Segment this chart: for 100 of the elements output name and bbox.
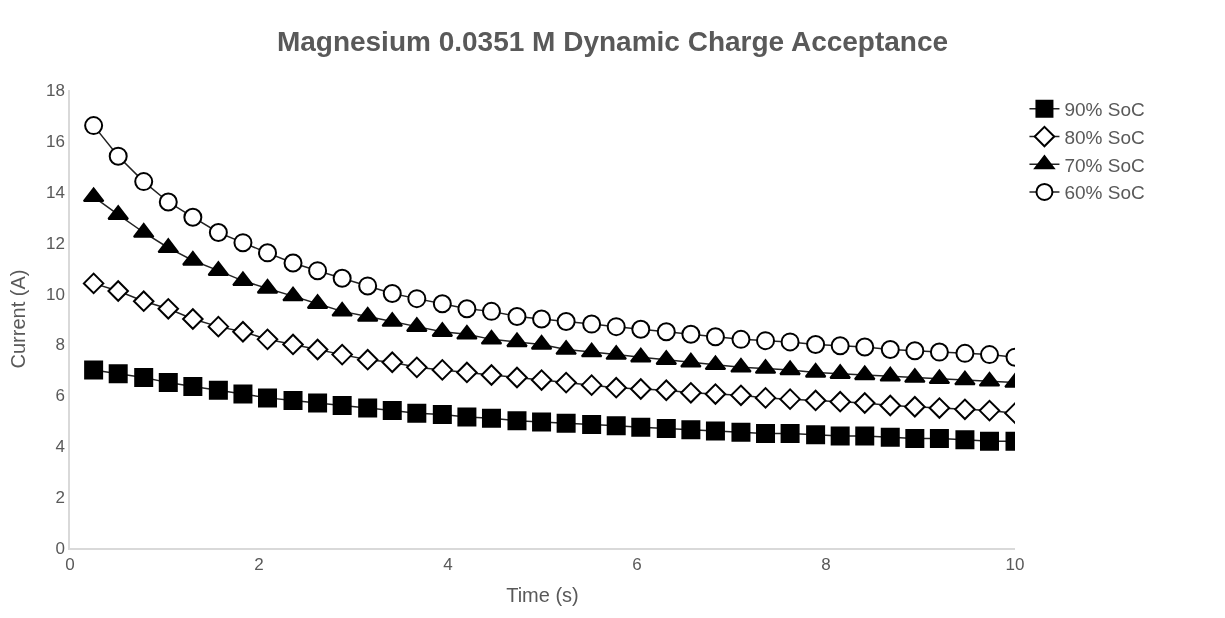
- point: [132, 290, 155, 312]
- point: [358, 398, 378, 418]
- y-tick-label: 16: [45, 131, 65, 151]
- point: [979, 431, 999, 451]
- point: [358, 276, 378, 296]
- point: [332, 396, 352, 416]
- point: [507, 306, 527, 326]
- point: [382, 401, 402, 421]
- point: [656, 418, 676, 438]
- point: [356, 348, 379, 371]
- point: [655, 379, 678, 401]
- point: [233, 233, 253, 253]
- point: [283, 390, 303, 410]
- point: [381, 351, 403, 374]
- point: [779, 360, 801, 376]
- point: [680, 352, 702, 368]
- point: [631, 319, 651, 339]
- point: [308, 261, 328, 281]
- point: [233, 384, 253, 404]
- point: [182, 308, 204, 330]
- point: [432, 404, 452, 424]
- y-tick-label: 10: [45, 284, 65, 304]
- point: [157, 298, 180, 320]
- point: [556, 312, 576, 332]
- point: [331, 301, 353, 317]
- point: [705, 421, 725, 441]
- point: [879, 394, 902, 417]
- point: [954, 398, 976, 421]
- point: [580, 374, 603, 396]
- point: [605, 376, 627, 399]
- point: [830, 426, 850, 446]
- x-tick-label: 2: [254, 555, 264, 575]
- point: [730, 357, 752, 373]
- point: [331, 343, 353, 366]
- point: [606, 416, 626, 436]
- x-tick-label: 8: [821, 555, 831, 575]
- point: [258, 388, 278, 408]
- point: [904, 396, 926, 418]
- point: [431, 359, 454, 381]
- point: [332, 268, 352, 288]
- point: [82, 272, 105, 295]
- x-tick-label: 10: [1005, 555, 1025, 575]
- point: [855, 426, 875, 446]
- point: [308, 393, 328, 413]
- point: [681, 420, 701, 440]
- point: [681, 324, 701, 344]
- point: [955, 343, 975, 363]
- point: [829, 390, 851, 413]
- y-axis-title: Current (A): [6, 269, 29, 369]
- point: [756, 424, 776, 443]
- point: [183, 376, 203, 396]
- point: [481, 408, 501, 428]
- point: [630, 378, 652, 400]
- point: [954, 370, 976, 386]
- point: [806, 425, 826, 445]
- point: [582, 314, 602, 334]
- point: [457, 407, 477, 427]
- y-tick-label: 8: [55, 335, 65, 355]
- y-tick-label: 12: [45, 233, 65, 253]
- legend-label: 90% SoC: [1064, 99, 1145, 121]
- x-tick-label: 4: [443, 555, 453, 575]
- point: [532, 412, 552, 432]
- point: [456, 361, 478, 384]
- legend-label: 60% SoC: [1064, 182, 1145, 204]
- point: [730, 384, 752, 407]
- point: [282, 286, 304, 302]
- point: [183, 207, 203, 227]
- point: [854, 392, 876, 414]
- point: [582, 415, 602, 435]
- legend-label: 70% SoC: [1064, 154, 1145, 176]
- point: [606, 317, 626, 337]
- point: [283, 253, 303, 273]
- point: [480, 364, 503, 386]
- point: [928, 397, 951, 419]
- y-tick-label: 6: [55, 386, 65, 406]
- chart-title: Magnesium 0.0351 M Dynamic Charge Acceptance: [276, 25, 949, 57]
- point: [506, 332, 528, 348]
- point: [680, 382, 702, 404]
- point: [780, 332, 800, 352]
- legend-label: 80% SoC: [1064, 126, 1145, 148]
- point: [306, 338, 329, 361]
- point: [84, 360, 104, 380]
- point: [806, 334, 826, 354]
- point: [830, 336, 850, 356]
- point: [905, 429, 925, 449]
- point: [258, 243, 278, 263]
- point: [407, 289, 427, 309]
- y-tick-label: 4: [55, 437, 65, 457]
- point: [382, 284, 402, 304]
- y-tick-label: 14: [45, 182, 65, 202]
- point: [880, 340, 900, 360]
- point: [978, 399, 1001, 422]
- point: [84, 116, 104, 136]
- point: [780, 424, 800, 443]
- y-tick-label: 0: [55, 538, 65, 558]
- point: [282, 333, 304, 356]
- point: [855, 337, 875, 357]
- point: [929, 342, 949, 362]
- point: [929, 429, 949, 449]
- point: [955, 430, 975, 450]
